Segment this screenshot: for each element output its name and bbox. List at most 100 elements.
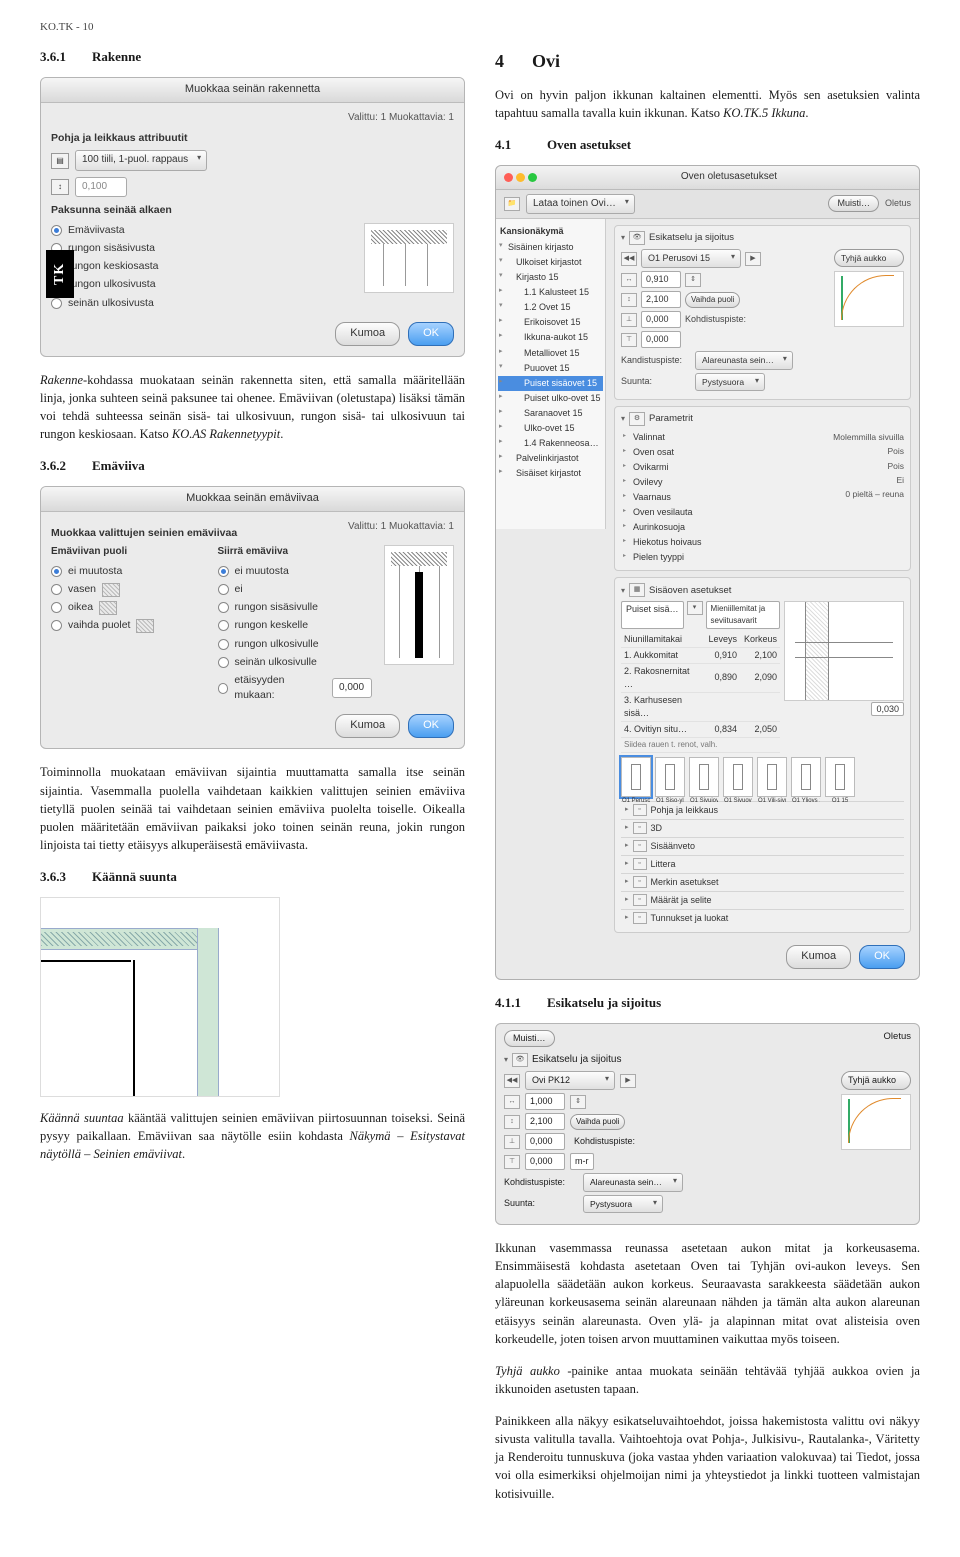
radio-option[interactable]: rungon sisäsivusta <box>51 241 354 256</box>
nav-next-icon[interactable]: ▶ <box>620 1074 636 1088</box>
empty-opening-button[interactable]: Tyhjä aukko <box>841 1071 911 1090</box>
height-field[interactable]: 2,100 <box>641 291 681 308</box>
dir-dropdown[interactable]: Pystysuora <box>695 373 765 391</box>
collapsible-section[interactable]: ▸▫Tunnukset ja luokat <box>621 909 904 927</box>
ok-button[interactable]: OK <box>408 714 454 738</box>
distance-field[interactable]: 0,000 <box>332 678 372 699</box>
tree-item[interactable]: Puuovet 15 <box>498 361 603 376</box>
tree-item[interactable]: Ulkoiset kirjastot <box>498 255 603 270</box>
dim-field[interactable]: 0,000 <box>525 1153 565 1170</box>
load-dropdown[interactable]: Lataa toinen Ovi… <box>526 194 635 215</box>
param-item[interactable]: Vaarnaus <box>621 490 796 505</box>
tree-item[interactable]: Ikkuna-aukot 15 <box>498 330 603 345</box>
folder-icon[interactable]: 📁 <box>504 197 520 211</box>
tree-item[interactable]: Kirjasto 15 <box>498 270 603 285</box>
param-item[interactable]: Pielen tyyppi <box>621 550 796 565</box>
collapsible-section[interactable]: ▸▫Merkin asetukset <box>621 873 904 891</box>
tree-item[interactable]: Saranaovet 15 <box>498 406 603 421</box>
radio-option[interactable]: ei muutosta <box>51 564 206 579</box>
door-thumbnail[interactable]: O1 Sivuovi 15 <box>723 757 753 797</box>
dim-field[interactable]: 0,000 <box>525 1133 565 1150</box>
layer-icon[interactable]: ▤ <box>51 153 69 169</box>
tree-item[interactable]: Puiset sisäovet 15 <box>498 376 603 391</box>
pane-title: Parametrit <box>649 412 693 426</box>
nav-prev-icon[interactable]: ◀◀ <box>621 252 637 266</box>
param-item[interactable]: Oven osat <box>621 445 796 460</box>
dim-field[interactable]: 0,000 <box>641 311 681 328</box>
radio-option[interactable]: vaihda puolet <box>51 618 206 633</box>
link-icon[interactable]: ⇕ <box>685 273 701 287</box>
tree-item[interactable]: Palvelinkirjastot <box>498 451 603 466</box>
tree-item[interactable]: 1.1 Kalusteet 15 <box>498 285 603 300</box>
radio-option[interactable]: etäisyyden mukaan:0,000 <box>218 673 373 703</box>
ok-button[interactable]: OK <box>859 945 905 969</box>
radio-option[interactable]: rungon sisäsivulle <box>218 600 373 615</box>
memory-button[interactable]: Muisti… <box>504 1030 555 1047</box>
door-select[interactable]: O1 Perusovi 15 <box>641 249 741 268</box>
layer-dropdown[interactable]: 100 tiili, 1-puol. rappaus <box>75 150 207 171</box>
kohd-field[interactable]: m-r <box>570 1153 594 1170</box>
nav-prev-icon[interactable]: ◀◀ <box>504 1074 520 1088</box>
param-item[interactable]: Oven vesilauta <box>621 505 796 520</box>
door-thumbnail[interactable]: O1 Siso-yliovs 15 <box>655 757 685 797</box>
dir-dropdown[interactable]: Pystysuora <box>583 1195 663 1213</box>
radio-option[interactable]: ei muutosta <box>218 564 373 579</box>
ok-button[interactable]: OK <box>408 322 454 346</box>
param-item[interactable]: Ovilevy <box>621 475 796 490</box>
tree-item[interactable]: 1.2 Ovet 15 <box>498 300 603 315</box>
width-field[interactable]: 0,910 <box>641 271 681 288</box>
width-field[interactable]: 1,000 <box>525 1093 565 1110</box>
collapsible-section[interactable]: ▸▫3D <box>621 819 904 837</box>
param-item[interactable]: Valinnat <box>621 430 796 445</box>
door-thumbnail[interactable]: O1 Perusovi 15 <box>621 757 651 797</box>
radio-option[interactable]: oikea <box>51 600 206 615</box>
door-select[interactable]: Ovi PK12 <box>525 1071 615 1090</box>
radio-option[interactable]: rungon ulkosivusta <box>51 277 354 292</box>
swap-button[interactable]: Vaihda puoli <box>570 1114 625 1130</box>
radio-option[interactable]: rungon keskelle <box>218 618 373 633</box>
door-thumbnail[interactable]: O1 Vili-sivuovi 15 <box>757 757 787 797</box>
memory-button[interactable]: Muisti… <box>828 195 879 212</box>
anchor-dropdown[interactable]: Alareunasta sein… <box>695 351 793 369</box>
library-tree[interactable]: Kansionäkymä Sisäinen kirjastoUlkoiset k… <box>496 219 606 529</box>
tree-item[interactable]: Sisäiset kirjastot <box>498 466 603 481</box>
nav-next-icon[interactable]: ▶ <box>745 252 761 266</box>
tree-item[interactable]: Metalliovet 15 <box>498 346 603 361</box>
cancel-button[interactable]: Kumoa <box>335 322 400 346</box>
radio-option[interactable]: rungon ulkosivulle <box>218 637 373 652</box>
tab-icon[interactable]: ▾ <box>687 601 703 615</box>
det-field[interactable]: 0,030 <box>871 702 904 716</box>
door-thumbnail[interactable]: O1 Sivuiovi 15 <box>689 757 719 797</box>
tree-item[interactable]: Puiset ulko-ovet 15 <box>498 391 603 406</box>
param-item[interactable]: Ovikarmi <box>621 460 796 475</box>
param-item[interactable]: Aurinkosuoja <box>621 520 796 535</box>
tree-item[interactable]: Sisäinen kirjasto <box>498 240 603 255</box>
default-label: Oletus <box>885 197 911 210</box>
window-controls[interactable] <box>504 173 537 182</box>
tree-item[interactable]: Erikoisovet 15 <box>498 315 603 330</box>
collapsible-section[interactable]: ▸▫Littera <box>621 855 904 873</box>
param-item[interactable]: Hiekotus hoivaus <box>621 535 796 550</box>
link-icon[interactable]: ⇕ <box>570 1095 586 1109</box>
anchor-dropdown[interactable]: Alareunasta sein… <box>583 1173 683 1191</box>
door-thumbnail[interactable]: O1 15 <box>825 757 855 797</box>
dim-field[interactable]: 0,000 <box>641 331 681 348</box>
tree-item[interactable]: Ulko-ovet 15 <box>498 421 603 436</box>
radio-option[interactable]: ei <box>218 582 373 597</box>
tree-item[interactable]: 1.4 Rakenneosat 15 <box>498 436 603 451</box>
dialog-title: Oven oletusasetukset <box>547 170 911 185</box>
radio-option[interactable]: Emäviivasta <box>51 223 354 238</box>
swap-button[interactable]: Vaihda puoli <box>685 292 740 308</box>
height-field[interactable]: 2,100 <box>525 1113 565 1130</box>
radio-option[interactable]: vasen <box>51 582 206 597</box>
subtab[interactable]: Puiset sisä… <box>621 601 684 628</box>
collapsible-section[interactable]: ▸▫Sisäänveto <box>621 837 904 855</box>
radio-option[interactable]: seinän ulkosivulle <box>218 655 373 670</box>
empty-opening-button[interactable]: Tyhjä aukko <box>834 249 904 267</box>
radio-option[interactable]: seinän ulkosivusta <box>51 296 354 311</box>
radio-option[interactable]: rungon keskiosasta <box>51 259 354 274</box>
door-thumbnail[interactable]: O1 Yliovs 15 <box>791 757 821 797</box>
collapsible-section[interactable]: ▸▫Määrät ja selite <box>621 891 904 909</box>
cancel-button[interactable]: Kumoa <box>335 714 400 738</box>
cancel-button[interactable]: Kumoa <box>786 945 851 969</box>
